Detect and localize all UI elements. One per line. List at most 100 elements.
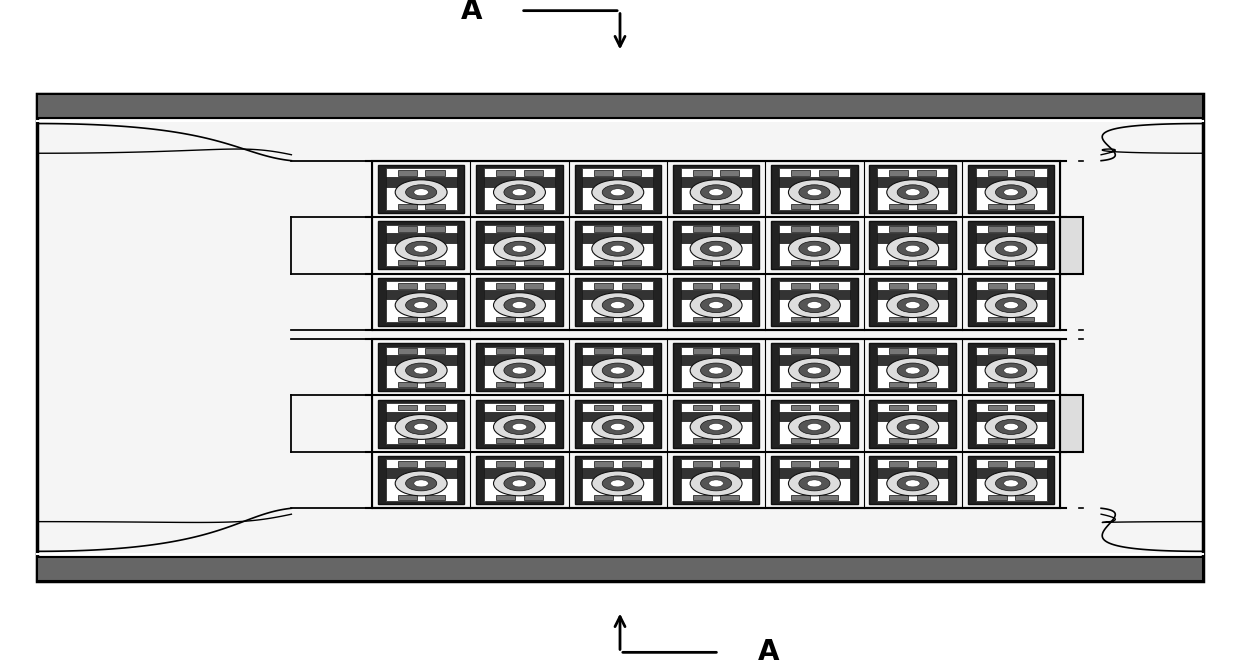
- Bar: [484, 168, 556, 210]
- Circle shape: [591, 236, 644, 261]
- Bar: [693, 461, 712, 467]
- Bar: [967, 278, 1054, 326]
- Circle shape: [996, 241, 1027, 256]
- Bar: [779, 281, 849, 322]
- Bar: [496, 404, 515, 410]
- Bar: [1016, 404, 1034, 410]
- Bar: [673, 400, 759, 448]
- Bar: [877, 281, 949, 322]
- Text: A: A: [758, 638, 780, 663]
- Circle shape: [701, 298, 732, 313]
- Bar: [673, 165, 759, 213]
- Circle shape: [610, 245, 625, 252]
- Circle shape: [414, 189, 429, 196]
- Circle shape: [789, 358, 841, 383]
- Circle shape: [610, 424, 625, 430]
- Bar: [869, 343, 956, 391]
- Circle shape: [887, 414, 939, 440]
- Bar: [869, 400, 956, 448]
- Bar: [918, 438, 936, 444]
- Bar: [779, 347, 849, 388]
- Circle shape: [807, 480, 822, 487]
- Circle shape: [396, 358, 448, 383]
- Bar: [681, 459, 751, 501]
- Circle shape: [709, 189, 723, 196]
- Bar: [386, 412, 456, 421]
- Bar: [496, 227, 515, 232]
- Bar: [889, 227, 909, 232]
- Bar: [425, 461, 444, 467]
- Bar: [378, 221, 465, 269]
- Bar: [976, 177, 1047, 186]
- Circle shape: [799, 363, 830, 378]
- Circle shape: [494, 180, 546, 205]
- Bar: [1016, 382, 1034, 387]
- Circle shape: [512, 189, 527, 196]
- Circle shape: [494, 358, 546, 383]
- Bar: [791, 461, 810, 467]
- Circle shape: [512, 245, 527, 252]
- Bar: [476, 400, 563, 448]
- Bar: [583, 168, 653, 210]
- Bar: [918, 461, 936, 467]
- Bar: [869, 456, 956, 504]
- Bar: [779, 233, 849, 243]
- Bar: [398, 204, 417, 209]
- Bar: [574, 278, 661, 326]
- Bar: [496, 382, 515, 387]
- Bar: [594, 260, 614, 265]
- Bar: [622, 283, 641, 288]
- Circle shape: [985, 471, 1037, 496]
- Bar: [877, 177, 949, 186]
- Bar: [496, 204, 515, 209]
- Circle shape: [807, 189, 822, 196]
- Circle shape: [603, 185, 634, 200]
- Circle shape: [898, 298, 929, 313]
- Bar: [622, 438, 641, 444]
- Circle shape: [789, 292, 841, 318]
- Bar: [967, 400, 1054, 448]
- Bar: [988, 495, 1007, 500]
- Bar: [681, 281, 751, 322]
- Bar: [594, 495, 614, 500]
- Bar: [673, 343, 759, 391]
- Bar: [818, 283, 838, 288]
- Bar: [720, 495, 739, 500]
- Circle shape: [610, 302, 625, 309]
- Circle shape: [405, 298, 436, 313]
- Bar: [386, 403, 456, 444]
- Bar: [779, 403, 849, 444]
- Bar: [720, 461, 739, 467]
- Bar: [988, 317, 1007, 322]
- Bar: [398, 260, 417, 265]
- Circle shape: [610, 189, 625, 196]
- Bar: [594, 204, 614, 209]
- Circle shape: [905, 245, 920, 252]
- Circle shape: [1003, 480, 1018, 487]
- Bar: [720, 227, 739, 232]
- Bar: [523, 382, 543, 387]
- Bar: [976, 347, 1047, 388]
- Bar: [378, 165, 465, 213]
- Bar: [918, 283, 936, 288]
- Circle shape: [1003, 424, 1018, 430]
- Bar: [988, 461, 1007, 467]
- Bar: [622, 495, 641, 500]
- Bar: [398, 283, 417, 288]
- Circle shape: [610, 367, 625, 374]
- Bar: [988, 204, 1007, 209]
- Bar: [583, 225, 653, 266]
- Bar: [622, 260, 641, 265]
- Bar: [523, 461, 543, 467]
- Circle shape: [691, 236, 742, 261]
- Bar: [791, 404, 810, 410]
- Bar: [976, 468, 1047, 477]
- Circle shape: [985, 180, 1037, 205]
- Circle shape: [414, 424, 429, 430]
- Bar: [372, 339, 1060, 509]
- Bar: [818, 495, 838, 500]
- Bar: [378, 456, 465, 504]
- Circle shape: [701, 241, 732, 256]
- Bar: [988, 227, 1007, 232]
- Circle shape: [503, 185, 534, 200]
